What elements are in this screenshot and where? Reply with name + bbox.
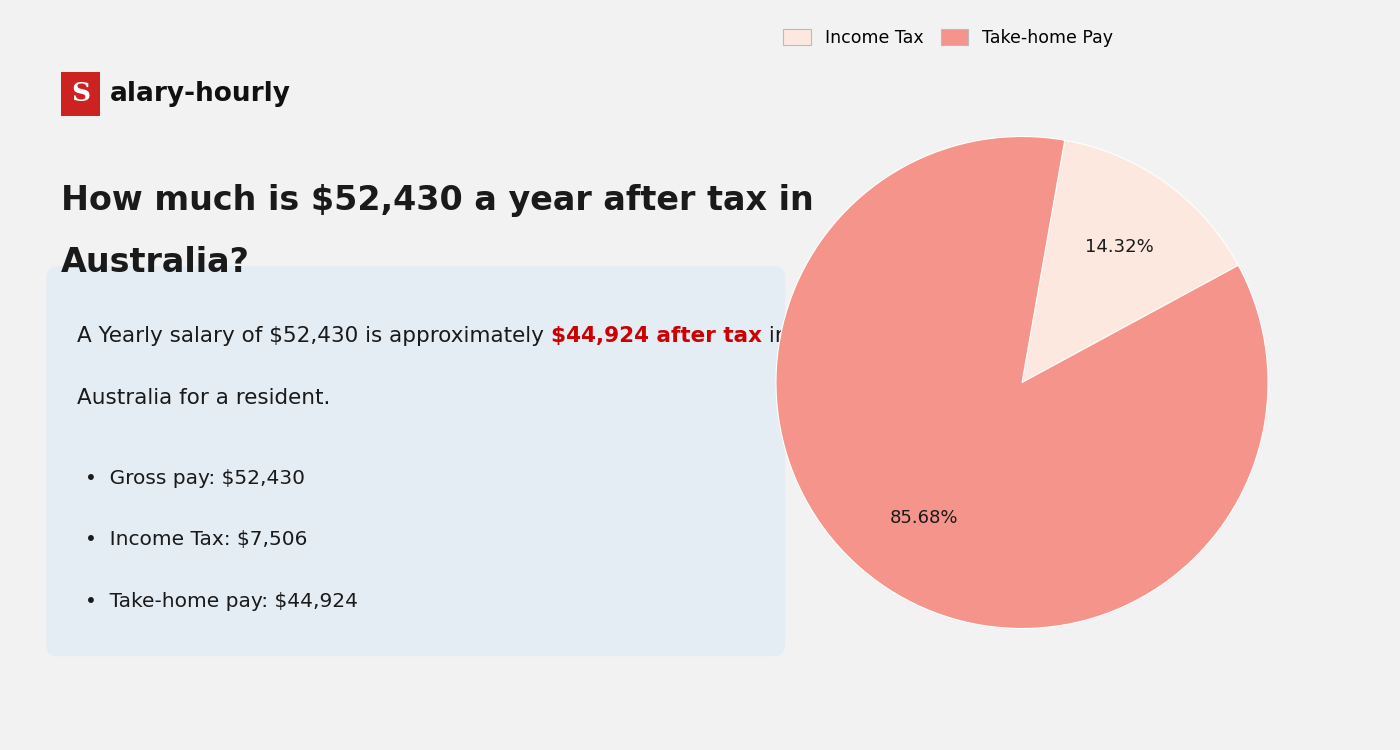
Text: A Yearly salary of $52,430 is approximately: A Yearly salary of $52,430 is approximat… xyxy=(77,326,550,346)
Text: How much is $52,430 a year after tax in: How much is $52,430 a year after tax in xyxy=(62,184,813,217)
Text: •  Take-home pay: $44,924: • Take-home pay: $44,924 xyxy=(85,592,358,610)
Wedge shape xyxy=(776,136,1268,628)
Text: 14.32%: 14.32% xyxy=(1085,238,1154,256)
Text: Australia for a resident.: Australia for a resident. xyxy=(77,388,330,408)
Text: alary-hourly: alary-hourly xyxy=(109,81,291,106)
Text: in: in xyxy=(762,326,788,346)
Legend: Income Tax, Take-home Pay: Income Tax, Take-home Pay xyxy=(776,22,1120,54)
Text: Australia?: Australia? xyxy=(62,246,249,279)
Wedge shape xyxy=(1022,140,1238,382)
Text: $44,924 after tax: $44,924 after tax xyxy=(550,326,762,346)
Text: S: S xyxy=(71,81,90,106)
Text: •  Income Tax: $7,506: • Income Tax: $7,506 xyxy=(85,530,308,549)
FancyBboxPatch shape xyxy=(46,266,785,656)
Text: •  Gross pay: $52,430: • Gross pay: $52,430 xyxy=(85,469,305,488)
Text: 85.68%: 85.68% xyxy=(890,509,959,527)
FancyBboxPatch shape xyxy=(62,72,99,116)
